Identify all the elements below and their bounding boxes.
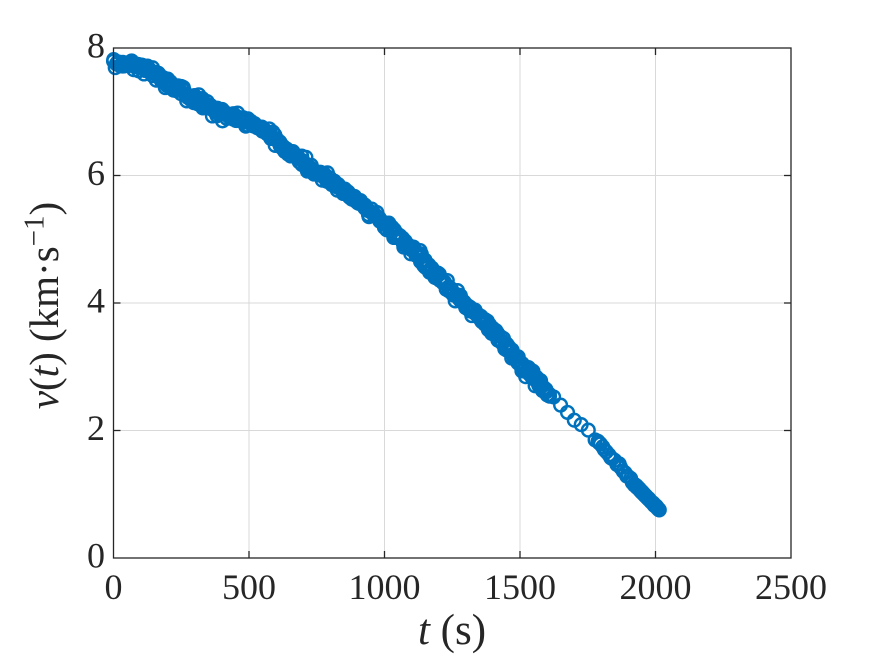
svg-text:8: 8 [87,26,105,66]
svg-text:4: 4 [87,281,105,321]
svg-text:2: 2 [87,408,105,448]
svg-text:6: 6 [87,153,105,193]
svg-text:1000: 1000 [349,567,421,607]
svg-text:2500: 2500 [755,567,827,607]
svg-text:t (s): t (s) [418,607,486,654]
svg-text:0: 0 [87,536,105,576]
svg-text:0: 0 [105,567,123,607]
svg-text:1500: 1500 [484,567,556,607]
svg-text:2000: 2000 [620,567,692,607]
svg-text:v(t) (km·s−1): v(t) (km·s−1) [19,202,68,409]
svg-text:500: 500 [222,567,276,607]
